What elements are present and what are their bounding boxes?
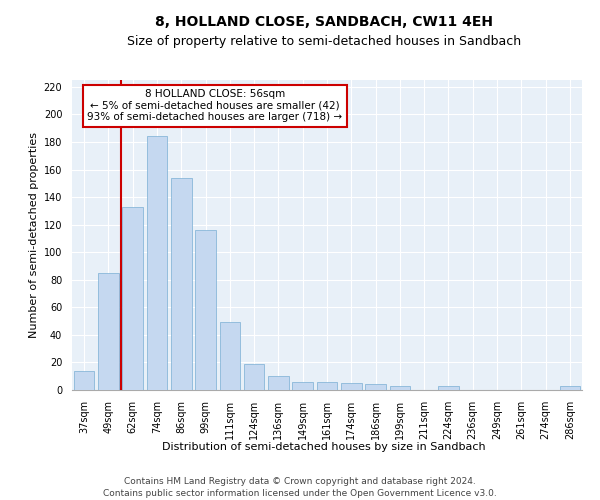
Bar [74, 370, 94, 390]
Text: Contains HM Land Registry data © Crown copyright and database right 2024.: Contains HM Land Registry data © Crown c… [124, 478, 476, 486]
Text: 8 HOLLAND CLOSE: 56sqm
← 5% of semi-detached houses are smaller (42)
93% of semi: 8 HOLLAND CLOSE: 56sqm ← 5% of semi-deta… [87, 90, 343, 122]
Y-axis label: Number of semi-detached properties: Number of semi-detached properties [29, 132, 40, 338]
Text: Distribution of semi-detached houses by size in Sandbach: Distribution of semi-detached houses by … [162, 442, 486, 452]
Bar [244, 364, 265, 390]
Bar [317, 382, 337, 390]
Bar [292, 382, 313, 390]
Text: Size of property relative to semi-detached houses in Sandbach: Size of property relative to semi-detach… [127, 35, 521, 48]
Bar [195, 230, 216, 390]
Bar [268, 376, 289, 390]
Text: Contains public sector information licensed under the Open Government Licence v3: Contains public sector information licen… [103, 489, 497, 498]
Bar [220, 322, 240, 390]
Text: 8, HOLLAND CLOSE, SANDBACH, CW11 4EH: 8, HOLLAND CLOSE, SANDBACH, CW11 4EH [155, 15, 493, 29]
Bar [98, 273, 119, 390]
Bar [560, 386, 580, 390]
Bar [122, 207, 143, 390]
Bar [365, 384, 386, 390]
Bar [438, 386, 459, 390]
Bar [389, 386, 410, 390]
Bar [146, 136, 167, 390]
Bar [171, 178, 191, 390]
Bar [341, 383, 362, 390]
